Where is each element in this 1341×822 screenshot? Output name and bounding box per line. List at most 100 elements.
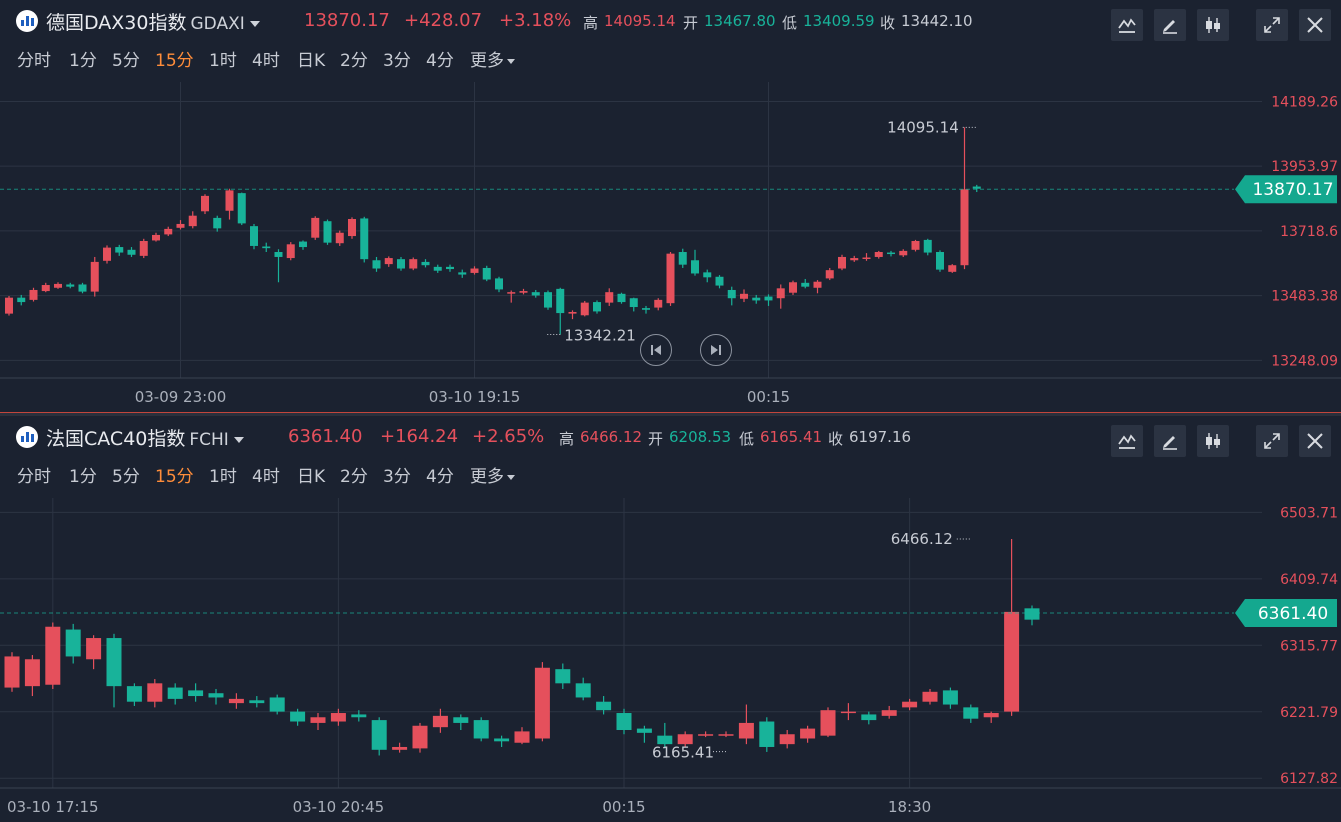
tab-period-4h[interactable]: 4时 bbox=[252, 467, 280, 487]
low-value: 13409.59 bbox=[803, 12, 875, 30]
tab-period-5m[interactable]: 5分 bbox=[112, 51, 140, 71]
tab-period-1h[interactable]: 1时 bbox=[209, 467, 237, 487]
tab-period-15m[interactable]: 15分 bbox=[155, 51, 194, 71]
candle bbox=[923, 239, 932, 253]
candle bbox=[458, 272, 467, 275]
symbol-selector[interactable]: 法国CAC40指数 FCHI bbox=[46, 424, 244, 451]
tab-period-1m[interactable]: 1分 bbox=[69, 467, 97, 487]
tab-period-more[interactable]: 更多 bbox=[470, 462, 515, 487]
tab-period-3m[interactable]: 3分 bbox=[383, 51, 411, 71]
candle bbox=[596, 701, 612, 711]
panel-header: 法国CAC40指数 FCHI 6361.40 +164.24 +2.65% 高 6… bbox=[0, 416, 1341, 457]
candle bbox=[960, 189, 969, 266]
symbol-code: GDAXI bbox=[190, 14, 245, 34]
candle bbox=[874, 252, 883, 257]
candle bbox=[715, 276, 724, 286]
candle bbox=[311, 217, 320, 238]
max-price-label: 14095.14 bbox=[887, 118, 959, 136]
candle bbox=[470, 268, 479, 273]
candle bbox=[237, 193, 246, 224]
chevron-down-icon bbox=[249, 20, 260, 27]
candlestick-chart[interactable]: 6503.71 6409.74 6315.77 6221.79 6127.82 03-10… bbox=[0, 498, 1341, 822]
x-tick-label: 03-10 17:15 bbox=[7, 798, 99, 816]
candle bbox=[446, 266, 454, 270]
draw-button[interactable] bbox=[1154, 9, 1186, 41]
y-tick-label: 13718.6 bbox=[1280, 224, 1338, 240]
fullscreen-button[interactable] bbox=[1256, 425, 1288, 457]
tab-period-4m[interactable]: 4分 bbox=[426, 51, 454, 71]
high-label: 高 bbox=[559, 430, 575, 448]
candle bbox=[764, 296, 773, 301]
scroll-left-button[interactable] bbox=[640, 334, 672, 366]
indicator-button[interactable] bbox=[1111, 425, 1143, 457]
tab-period-5m[interactable]: 5分 bbox=[112, 467, 140, 487]
candle bbox=[862, 257, 871, 260]
candle bbox=[17, 297, 26, 303]
candle-type-button[interactable] bbox=[1197, 425, 1229, 457]
scroll-right-button[interactable] bbox=[700, 334, 732, 366]
candle bbox=[629, 298, 638, 308]
last-price: 13870.17 bbox=[304, 10, 390, 31]
candlestick-chart[interactable]: 14189.26 13953.97 13718.6 13483.38 13248.09 0… bbox=[0, 82, 1341, 412]
candle bbox=[473, 720, 489, 739]
candle bbox=[776, 288, 785, 299]
y-tick-label: 14189.26 bbox=[1271, 94, 1338, 110]
indicator-button[interactable] bbox=[1111, 9, 1143, 41]
candle bbox=[691, 260, 699, 274]
y-tick-label: 6503.71 bbox=[1280, 505, 1338, 521]
candle bbox=[494, 738, 510, 742]
candle bbox=[555, 669, 571, 684]
tab-period-daily[interactable]: 日K bbox=[297, 51, 326, 71]
candle-type-button[interactable] bbox=[1197, 9, 1229, 41]
tab-period-4h[interactable]: 4时 bbox=[252, 51, 280, 71]
symbol-name: 德国DAX30指数 bbox=[46, 12, 187, 34]
tab-period-3m[interactable]: 3分 bbox=[383, 467, 411, 487]
min-price-label: 13342.21 bbox=[564, 326, 636, 344]
last-price-label: 13870.17 bbox=[1252, 180, 1333, 200]
y-tick-label: 6127.82 bbox=[1280, 771, 1338, 787]
candle bbox=[228, 698, 244, 704]
draw-icon bbox=[1163, 436, 1177, 450]
candle bbox=[752, 297, 761, 301]
candle bbox=[605, 292, 614, 303]
panel-divider[interactable] bbox=[0, 412, 1341, 416]
candle bbox=[421, 261, 430, 266]
draw-button[interactable] bbox=[1154, 425, 1186, 457]
max-price-label: 6466.12 bbox=[891, 530, 953, 548]
close-button[interactable] bbox=[1299, 9, 1331, 41]
symbol-selector[interactable]: 德国DAX30指数 GDAXI bbox=[46, 8, 260, 35]
tab-period-15m[interactable]: 15分 bbox=[155, 467, 194, 487]
candle bbox=[759, 721, 775, 747]
tab-period-2m[interactable]: 2分 bbox=[340, 51, 368, 71]
candle bbox=[249, 700, 265, 704]
candle bbox=[881, 710, 897, 716]
candle bbox=[482, 267, 491, 280]
skip-forward-icon bbox=[711, 345, 721, 355]
candle bbox=[371, 720, 387, 750]
tab-period-1m[interactable]: 1分 bbox=[69, 51, 97, 71]
tab-period-more[interactable]: 更多 bbox=[470, 46, 515, 71]
more-label: 更多 bbox=[470, 467, 504, 487]
tab-period-daily[interactable]: 日K bbox=[297, 467, 326, 487]
tab-period-timeshare[interactable]: 分时 bbox=[17, 467, 51, 487]
candle bbox=[983, 713, 999, 718]
close-button[interactable] bbox=[1299, 425, 1331, 457]
y-tick-label: 13953.97 bbox=[1271, 159, 1338, 175]
index-logo-icon bbox=[16, 426, 38, 448]
candle bbox=[727, 289, 736, 299]
symbol-code: FCHI bbox=[189, 430, 229, 450]
candle bbox=[127, 249, 136, 255]
tab-period-timeshare[interactable]: 分时 bbox=[17, 51, 51, 71]
indicator-icon bbox=[1118, 434, 1136, 449]
tab-period-2m[interactable]: 2分 bbox=[340, 467, 368, 487]
open-value: 6208.53 bbox=[669, 428, 732, 446]
tab-period-4m[interactable]: 4分 bbox=[426, 467, 454, 487]
fullscreen-button[interactable] bbox=[1256, 9, 1288, 41]
candle bbox=[78, 284, 87, 292]
min-price-label: 6165.41 bbox=[652, 744, 714, 762]
candle bbox=[825, 270, 834, 279]
candle bbox=[54, 283, 62, 288]
candle bbox=[861, 714, 877, 721]
index-logo-icon bbox=[16, 10, 38, 32]
tab-period-1h[interactable]: 1时 bbox=[209, 51, 237, 71]
